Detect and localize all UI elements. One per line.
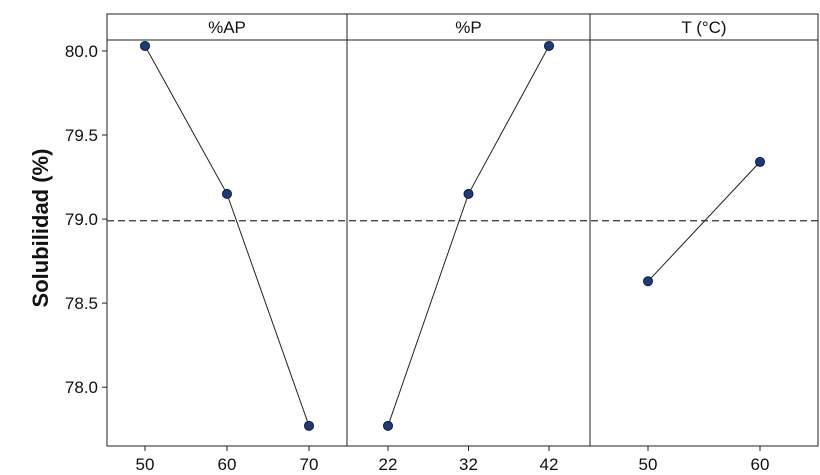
series-line	[387, 45, 550, 426]
series-line	[144, 45, 310, 426]
data-point	[140, 40, 150, 51]
panel-title: T (°C)	[681, 18, 726, 37]
x-tick-label: 60	[218, 455, 237, 474]
data-point	[643, 276, 653, 287]
y-tick-label: 78.0	[65, 378, 98, 397]
x-tick-label: 42	[540, 455, 559, 474]
x-tick-label: 60	[751, 455, 770, 474]
y-axis-label: Solubilidad (%)	[28, 149, 53, 308]
y-tick-label: 79.5	[65, 126, 98, 145]
x-tick-label: 50	[639, 455, 658, 474]
data-point	[463, 188, 474, 199]
x-tick-label: 70	[300, 455, 319, 474]
series-line	[647, 161, 761, 282]
y-tick-label: 80.0	[65, 42, 98, 61]
x-tick-label: 32	[459, 455, 478, 474]
y-tick-label: 78.5	[65, 294, 98, 313]
plot-frame	[106, 13, 819, 447]
data-point	[304, 420, 314, 431]
y-tick-label: 79.0	[65, 210, 98, 229]
x-tick-label: 22	[379, 455, 398, 474]
x-tick-label: 50	[136, 455, 155, 474]
panel-title: %AP	[208, 18, 246, 37]
data-point	[755, 156, 765, 167]
panel-title: %P	[455, 18, 481, 37]
data-point	[222, 188, 232, 199]
data-point	[383, 420, 393, 431]
data-point	[544, 40, 554, 51]
